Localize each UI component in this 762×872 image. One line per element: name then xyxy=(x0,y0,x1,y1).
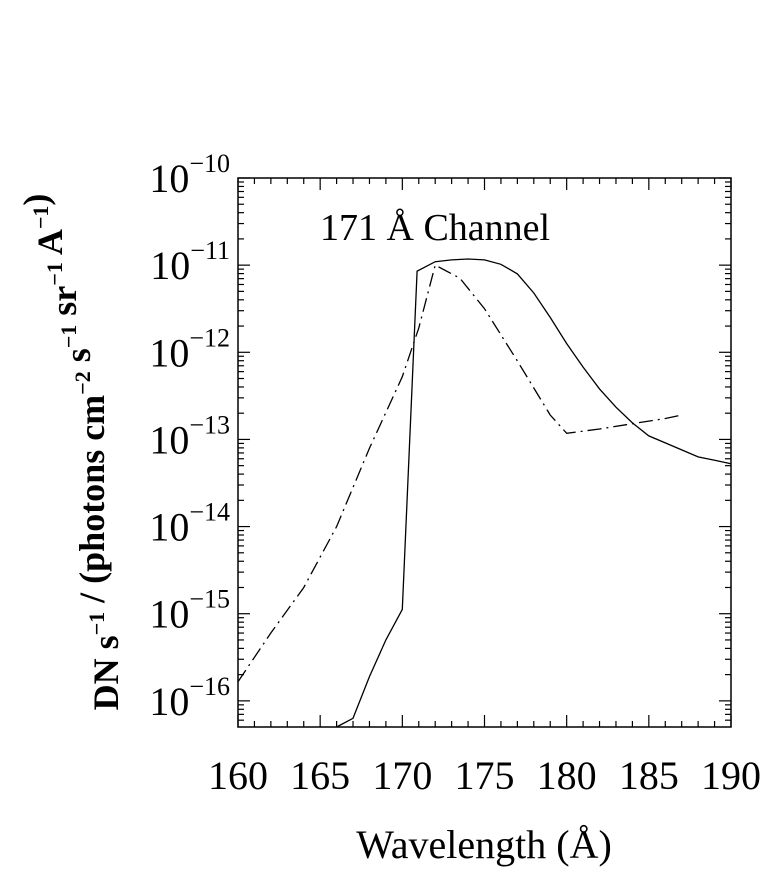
y-label-part: / (photons cm xyxy=(72,395,112,612)
x-tick-label: 165 xyxy=(290,753,350,798)
y-tick-base: 10 xyxy=(149,505,189,550)
y-axis-label-text: DN s−1 / (photons cm−2 s−1 sr−1 A−1) xyxy=(16,194,126,711)
y-tick-exponent: −15 xyxy=(189,585,230,614)
y-tick-exponent: −11 xyxy=(190,236,230,265)
y-tick-base: 10 xyxy=(149,679,189,724)
y-label-sup: −1 xyxy=(56,325,81,349)
y-tick-base: 10 xyxy=(150,243,190,288)
plot-frame xyxy=(237,177,732,728)
chart-title: 171 Å Channel xyxy=(320,207,550,249)
x-tick-label: 175 xyxy=(455,753,515,798)
y-tick-label: 10−11 xyxy=(150,236,230,288)
y-label-sup: −2 xyxy=(70,371,95,395)
y-label-sup: −1 xyxy=(84,612,109,636)
series-solid-line xyxy=(336,258,732,728)
y-axis-label: DN s−1 / (photons cm−2 s−1 sr−1 A−1) xyxy=(16,194,126,711)
x-tick-label: 160 xyxy=(208,753,268,798)
y-tick-label: 10−16 xyxy=(149,672,230,724)
y-tick-label: 10−10 xyxy=(149,149,230,201)
y-tick-base: 10 xyxy=(149,330,189,375)
y-label-part: ) xyxy=(16,194,56,206)
x-tick-label: 170 xyxy=(372,753,432,798)
x-tick-label: 190 xyxy=(701,753,761,798)
series-lines xyxy=(237,258,732,728)
y-tick-exponent: −13 xyxy=(189,410,230,439)
y-label-part: A xyxy=(30,229,70,262)
y-label-sup: −1 xyxy=(28,206,53,230)
x-tick-labels: 160 165 170 175 180 185 190 xyxy=(208,753,761,798)
y-tick-label: 10−12 xyxy=(149,323,230,375)
series-dashdot-line xyxy=(237,264,682,683)
x-axis-label: Wavelength (Å) xyxy=(356,822,612,867)
y-tick-exponent: −16 xyxy=(189,672,230,701)
y-tick-label: 10−13 xyxy=(149,410,230,462)
y-tick-label: 10−15 xyxy=(149,585,230,637)
y-tick-exponent: −10 xyxy=(189,149,230,178)
y-tick-exponent: −12 xyxy=(189,323,230,352)
y-tick-label: 10−14 xyxy=(149,498,230,550)
y-tick-base: 10 xyxy=(149,156,189,201)
y-label-part: s xyxy=(58,348,98,371)
axis-ticks xyxy=(237,177,732,727)
y-label-part: DN s xyxy=(86,635,126,710)
x-tick-label: 185 xyxy=(619,753,679,798)
y-tick-exponent: −14 xyxy=(189,498,230,527)
y-label-sup: −1 xyxy=(42,262,67,286)
y-tick-base: 10 xyxy=(149,417,189,462)
x-tick-label: 180 xyxy=(537,753,597,798)
y-tick-base: 10 xyxy=(149,592,189,637)
y-label-part: sr xyxy=(44,286,84,325)
